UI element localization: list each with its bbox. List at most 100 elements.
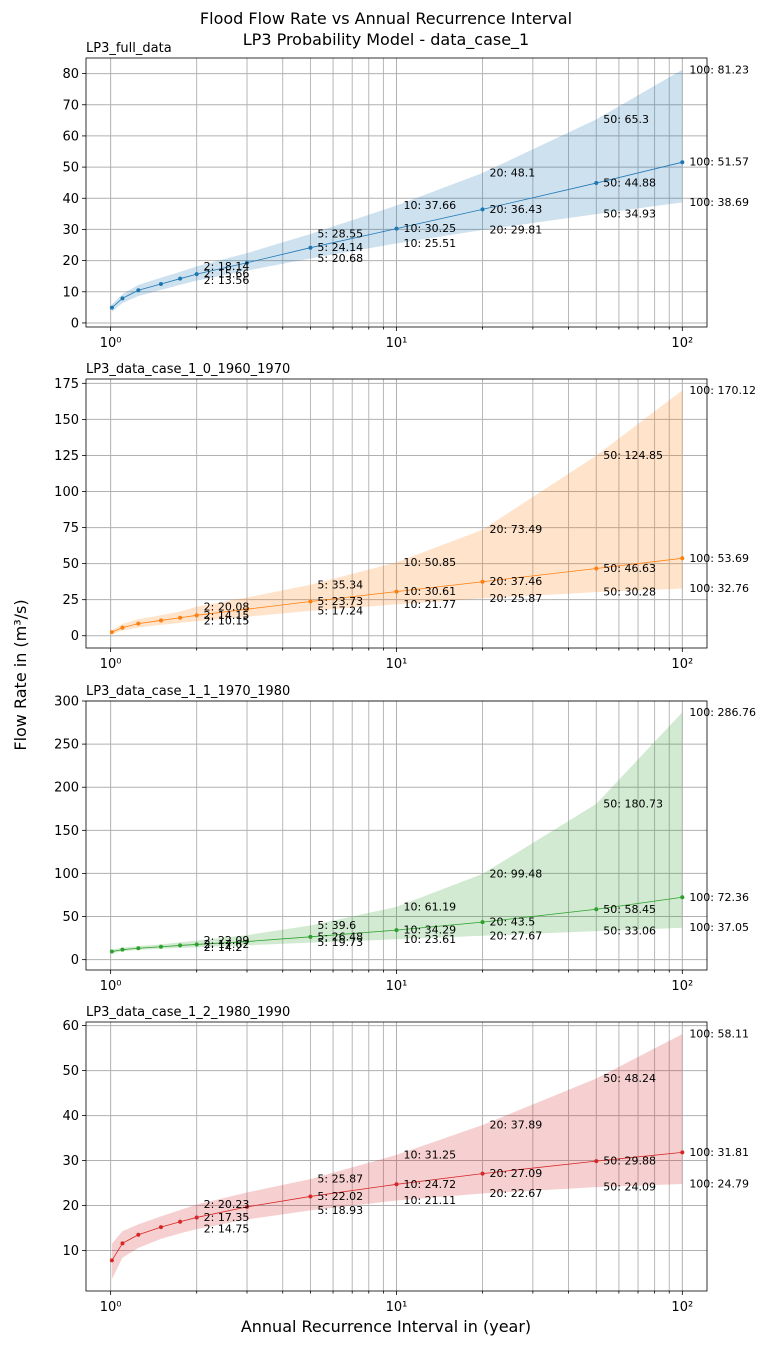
subplot-title: LP3_data_case_1_1_1970_1980: [86, 684, 290, 699]
label-lower: 20: 29.81: [490, 224, 543, 237]
plot-area: [109, 712, 685, 954]
y-tick-label: 0: [71, 953, 79, 968]
x-tick-label: 10¹: [386, 657, 408, 672]
label-lower: 2: 14.2: [204, 941, 243, 954]
label-lower: 50: 33.06: [603, 925, 656, 938]
data-point: [594, 181, 599, 186]
data-point: [136, 1232, 141, 1237]
data-point: [594, 1159, 599, 1164]
data-point: [136, 621, 141, 626]
y-tick-label: 0: [71, 316, 79, 331]
y-tick-label: 10: [62, 1244, 79, 1259]
data-point: [136, 946, 141, 951]
label-mid: 100: 31.81: [689, 1146, 749, 1159]
label-mid: 2: 15.66: [204, 268, 250, 281]
label-mid: 5: 22.02: [317, 1190, 363, 1203]
label-lower: 5: 20.68: [317, 252, 363, 265]
data-point: [158, 1225, 163, 1230]
x-tick-label: 10²: [671, 1300, 693, 1315]
label-upper: 10: 61.19: [403, 900, 456, 913]
label-mid: 50: 46.63: [603, 562, 656, 575]
plot-area: [109, 69, 685, 312]
x-tick-label: 10²: [671, 336, 693, 351]
data-point: [480, 207, 485, 212]
label-upper: 2: 20.23: [204, 1198, 250, 1211]
data-point: [136, 288, 141, 293]
x-tick-label: 10⁰: [100, 979, 122, 994]
data-point: [394, 589, 399, 594]
y-tick-label: 10: [62, 285, 79, 300]
label-upper: 2: 18.14: [204, 260, 250, 273]
label-mid: 20: 27.09: [490, 1167, 543, 1180]
label-mid: 5: 24.14: [317, 241, 363, 254]
x-tick-label: 10²: [671, 979, 693, 994]
label-lower: 20: 25.87: [490, 592, 543, 605]
label-upper: 5: 39.6: [317, 919, 356, 932]
x-tick-label: 10¹: [386, 979, 408, 994]
y-tick-label: 300: [54, 695, 79, 710]
label-mid: 10: 24.72: [403, 1178, 456, 1191]
data-point: [120, 625, 125, 630]
x-tick-label: 10¹: [386, 336, 408, 351]
y-tick-label: 40: [62, 192, 79, 207]
x-tick-label: 10¹: [386, 1300, 408, 1315]
label-lower: 100: 24.79: [689, 1177, 749, 1190]
data-point: [178, 615, 183, 620]
data-point: [680, 160, 685, 165]
y-tick-label: 40: [62, 1109, 79, 1124]
data-point: [158, 618, 163, 623]
label-upper: 10: 50.85: [403, 556, 456, 569]
figure-title-line-1: Flood Flow Rate vs Annual Recurrence Int…: [200, 9, 572, 28]
label-lower: 2: 14.75: [204, 1223, 250, 1236]
series-line: [111, 1152, 683, 1261]
y-tick-label: 70: [62, 98, 79, 113]
data-point: [480, 1171, 485, 1176]
y-tick-label: 175: [54, 377, 79, 392]
label-upper: 10: 37.66: [403, 199, 456, 212]
figure-title-line-2: LP3 Probability Model - data_case_1: [243, 30, 529, 50]
confidence-band: [111, 69, 683, 312]
label-upper: 5: 28.55: [317, 227, 363, 240]
y-tick-label: 20: [62, 254, 79, 269]
label-mid: 2: 17.35: [204, 1211, 250, 1224]
data-point: [394, 1182, 399, 1187]
confidence-band: [111, 712, 683, 954]
data-point: [158, 944, 163, 949]
data-point: [245, 939, 250, 944]
confidence-band: [111, 1034, 683, 1280]
y-tick-label: 100: [54, 485, 79, 500]
label-mid: 5: 26.48: [317, 930, 363, 943]
annotations: 2: 17.352: 14.75 2: 20.23 5: 22.025: 18.93…: [204, 1028, 749, 1236]
data-point: [178, 276, 183, 281]
label-lower: 100: 32.76: [689, 582, 749, 595]
chart-panel-3: 0 50 100 150 200 250 300 10⁰ 10¹ 10² 2: 17.622: 14…: [54, 684, 756, 994]
y-tick-label: 50: [62, 161, 79, 176]
label-upper: 50: 65.3: [603, 113, 649, 126]
label-lower: 20: 27.67: [490, 929, 543, 942]
label-mid: 5: 23.73: [317, 595, 363, 608]
y-tick-label: 200: [54, 781, 79, 796]
label-mid: 50: 58.45: [603, 903, 656, 916]
y-axis-label: Flow Rate in (m³/s): [11, 599, 30, 750]
label-mid: 10: 30.25: [403, 222, 456, 235]
data-point: [109, 949, 114, 954]
label-lower: 5: 17.24: [317, 604, 363, 617]
series-line: [111, 557, 683, 633]
label-lower: 50: 30.28: [603, 586, 656, 599]
data-point: [120, 1241, 125, 1246]
label-lower: 20: 22.67: [490, 1187, 543, 1200]
data-point: [120, 947, 125, 952]
annotations: 2: 15.662: 13.562: 18.14 5: 24.145: 20.68…: [204, 63, 749, 287]
data-point: [109, 630, 114, 635]
y-tick-label: 80: [62, 67, 79, 82]
label-upper: 20: 99.48: [490, 867, 543, 880]
data-point: [109, 1258, 114, 1263]
label-lower: 2: 13.56: [204, 274, 250, 287]
label-mid: 50: 29.88: [603, 1155, 656, 1168]
label-upper: 100: 58.11: [689, 1028, 749, 1041]
label-upper: 100: 170.12: [689, 384, 756, 397]
label-upper: 10: 31.25: [403, 1148, 456, 1161]
label-upper: 5: 25.87: [317, 1173, 363, 1186]
y-tick-label: 150: [54, 413, 79, 428]
